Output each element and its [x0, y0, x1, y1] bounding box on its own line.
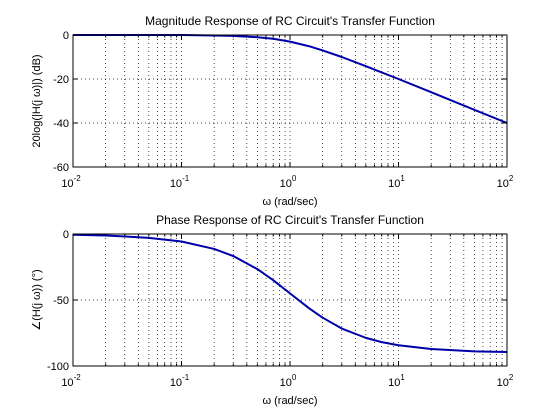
x-tick-label: 10-2: [61, 373, 81, 389]
x-tick-label-exponent: -1: [182, 373, 190, 382]
x-tick-label-exponent: -2: [74, 373, 82, 382]
x-tick-label: 102: [497, 174, 514, 190]
x-tick-label: 100: [280, 174, 297, 190]
x-tick-label-exponent: 0: [292, 174, 297, 183]
y-tick-label: 0: [63, 30, 69, 42]
x-tick-label-exponent: 1: [400, 174, 405, 183]
x-tick-label: 100: [280, 373, 297, 389]
x-axis-label: ω (rad/sec): [262, 395, 317, 407]
x-tick-label-exponent: 2: [509, 373, 514, 382]
x-tick-label: 101: [388, 373, 405, 389]
x-tick-label: 102: [497, 373, 514, 389]
y-tick-label: -40: [53, 118, 69, 130]
x-tick-label-base: 10: [497, 178, 509, 190]
chart-title: Phase Response of RC Circuit's Transfer …: [156, 213, 424, 227]
y-axis-label: ∠(H(j ω)) (°): [31, 269, 43, 330]
x-tick-label: 101: [388, 174, 405, 190]
x-tick-label-base: 10: [170, 377, 182, 389]
x-tick-label-base: 10: [280, 178, 292, 190]
x-tick-label-exponent: 1: [400, 373, 405, 382]
y-tick-label: -20: [53, 74, 69, 86]
series-line-0: [72, 233, 508, 354]
x-tick-label-base: 10: [497, 377, 509, 389]
grid: [73, 35, 507, 167]
x-tick-label-exponent: 0: [292, 373, 297, 382]
x-tick-label-exponent: 2: [509, 174, 514, 183]
chart-title: Magnitude Response of RC Circuit's Trans…: [145, 14, 435, 28]
x-tick-label-base: 10: [280, 377, 292, 389]
x-tick-label-base: 10: [388, 178, 400, 190]
y-axis-label: 20log(|H(j ω)|) (dB): [31, 54, 43, 147]
x-tick-label-base: 10: [61, 377, 73, 389]
x-tick-label-exponent: -2: [74, 174, 82, 183]
x-tick-label-base: 10: [388, 377, 400, 389]
x-axis-label: ω (rad/sec): [262, 196, 317, 208]
x-tick-label-base: 10: [61, 178, 73, 190]
x-tick-label-exponent: -1: [182, 174, 190, 183]
x-tick-label-base: 10: [170, 178, 182, 190]
x-tick-label: 10-1: [170, 373, 190, 389]
grid: [73, 234, 507, 366]
x-tick-label: 10-2: [61, 174, 81, 190]
y-tick-label: -60: [53, 162, 69, 174]
x-tick-label: 10-1: [170, 174, 190, 190]
y-tick-label: -50: [53, 295, 69, 307]
y-tick-label: -100: [47, 361, 69, 373]
y-tick-label: 0: [63, 229, 69, 241]
